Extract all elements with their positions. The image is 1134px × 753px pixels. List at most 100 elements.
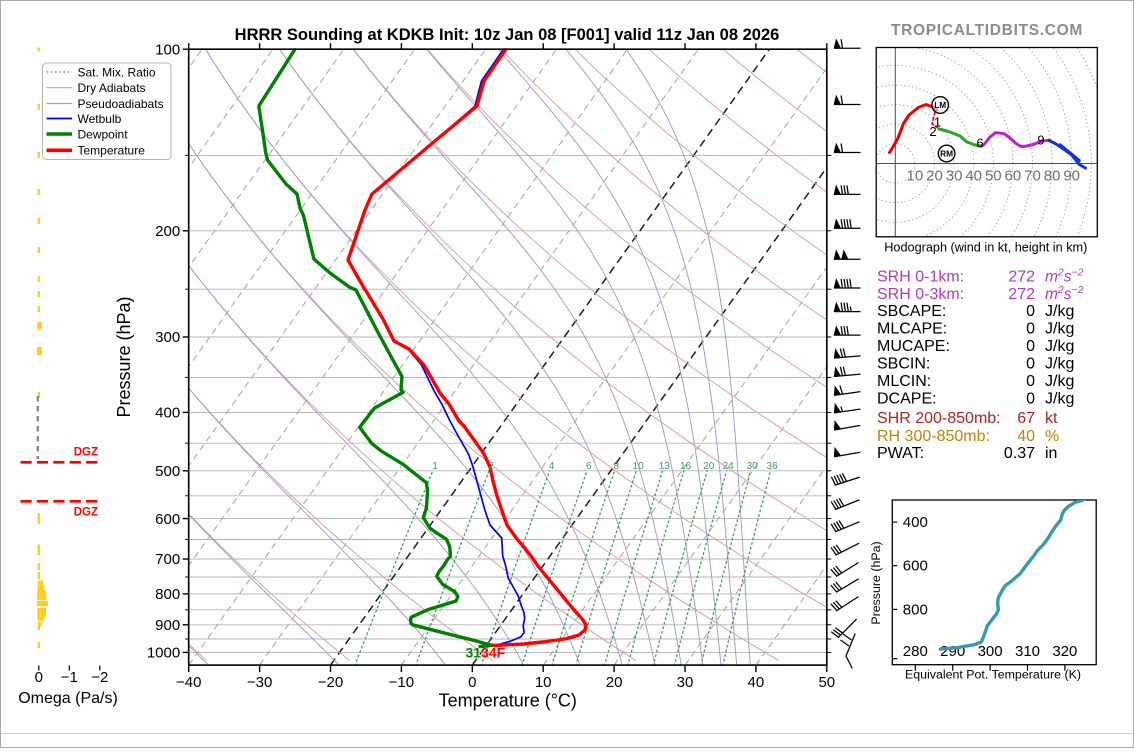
svg-text:J/kg: J/kg	[1045, 303, 1074, 320]
svg-text:36: 36	[767, 461, 779, 472]
svg-text:−2: −2	[91, 669, 108, 686]
svg-text:900: 900	[155, 617, 180, 634]
svg-text:8: 8	[613, 461, 619, 472]
svg-text:kt: kt	[1045, 410, 1058, 427]
svg-text:0: 0	[1026, 391, 1035, 408]
svg-text:2: 2	[929, 124, 936, 139]
svg-text:MLCAPE:: MLCAPE:	[877, 321, 947, 338]
svg-text:SRH 0-1km:: SRH 0-1km:	[877, 269, 964, 286]
svg-text:800: 800	[155, 586, 180, 603]
svg-text:20: 20	[926, 168, 943, 185]
svg-text:Pseudoadiabats: Pseudoadiabats	[78, 97, 164, 111]
svg-text:600: 600	[155, 511, 180, 528]
svg-text:40: 40	[1017, 428, 1035, 445]
svg-text:10: 10	[633, 461, 645, 472]
svg-text:Pressure (hPa): Pressure (hPa)	[869, 541, 883, 624]
svg-text:800: 800	[903, 601, 928, 618]
svg-text:90: 90	[1063, 168, 1080, 185]
svg-text:Temperature: Temperature	[78, 144, 146, 158]
svg-text:24: 24	[723, 461, 735, 472]
svg-text:0: 0	[468, 674, 476, 691]
svg-text:200: 200	[155, 223, 180, 240]
svg-text:4: 4	[549, 461, 555, 472]
svg-text:700: 700	[155, 551, 180, 568]
svg-text:1: 1	[432, 461, 438, 472]
svg-text:280: 280	[903, 643, 928, 660]
svg-text:2: 2	[488, 461, 494, 472]
svg-text:TROPICALTIDBITS.COM: TROPICALTIDBITS.COM	[891, 22, 1083, 39]
svg-text:400: 400	[903, 514, 928, 531]
svg-text:−40: −40	[176, 674, 201, 691]
svg-text:J/kg: J/kg	[1045, 373, 1074, 390]
svg-text:300: 300	[978, 643, 1003, 660]
svg-text:J/kg: J/kg	[1045, 338, 1074, 355]
svg-text:MUCAPE:: MUCAPE:	[877, 338, 950, 355]
svg-text:Sat. Mix. Ratio: Sat. Mix. Ratio	[78, 65, 156, 79]
svg-text:Pressure (hPa): Pressure (hPa)	[114, 296, 134, 417]
svg-text:Omega (Pa/s): Omega (Pa/s)	[18, 690, 118, 707]
svg-text:LM: LM	[934, 100, 946, 110]
svg-text:DCAPE:: DCAPE:	[877, 391, 937, 408]
svg-text:1000: 1000	[147, 645, 180, 662]
svg-text:J/kg: J/kg	[1045, 356, 1074, 373]
svg-text:−1: −1	[61, 669, 78, 686]
svg-text:Temperature (°C): Temperature (°C)	[439, 691, 577, 711]
svg-text:70: 70	[1024, 168, 1041, 185]
svg-text:320: 320	[1052, 643, 1077, 660]
svg-text:J/kg: J/kg	[1045, 321, 1074, 338]
svg-text:RH 300-850mb:: RH 300-850mb:	[877, 428, 990, 445]
svg-text:%: %	[1045, 428, 1059, 445]
svg-text:1: 1	[934, 115, 941, 130]
svg-text:0: 0	[1026, 373, 1035, 390]
svg-text:J/kg: J/kg	[1045, 391, 1074, 408]
svg-text:Wetbulb: Wetbulb	[78, 112, 122, 126]
svg-text:9: 9	[1037, 133, 1044, 148]
svg-text:6: 6	[976, 136, 983, 151]
svg-text:Hodograph (wind in kt, height: Hodograph (wind in kt, height in km)	[884, 241, 1087, 255]
svg-text:SRH 0-3km:: SRH 0-3km:	[877, 286, 964, 303]
svg-text:3134F: 3134F	[466, 645, 506, 661]
svg-text:310: 310	[1015, 643, 1040, 660]
svg-text:RM: RM	[940, 149, 953, 159]
svg-text:67: 67	[1017, 410, 1035, 427]
svg-text:0: 0	[1026, 321, 1035, 338]
svg-text:40: 40	[748, 674, 765, 691]
svg-text:HRRR Sounding at KDKB Init: 10: HRRR Sounding at KDKB Init: 10z Jan 08 […	[235, 26, 780, 44]
svg-text:30: 30	[677, 674, 694, 691]
svg-text:600: 600	[903, 558, 928, 575]
svg-text:60: 60	[1005, 168, 1022, 185]
svg-text:80: 80	[1044, 168, 1061, 185]
svg-text:−10: −10	[389, 674, 414, 691]
svg-text:30: 30	[946, 168, 963, 185]
svg-text:Dry Adiabats: Dry Adiabats	[78, 81, 146, 95]
svg-text:MLCIN:: MLCIN:	[877, 373, 931, 390]
svg-text:−30: −30	[247, 674, 272, 691]
svg-text:DGZ: DGZ	[74, 507, 98, 519]
svg-text:SBCIN:: SBCIN:	[877, 356, 930, 373]
svg-text:SBCAPE:: SBCAPE:	[877, 303, 946, 320]
svg-text:272: 272	[1008, 286, 1035, 303]
svg-text:DGZ: DGZ	[74, 447, 98, 459]
svg-text:20: 20	[703, 461, 715, 472]
svg-text:16: 16	[680, 461, 692, 472]
svg-text:13: 13	[659, 461, 671, 472]
svg-text:50: 50	[818, 674, 835, 691]
svg-text:−20: −20	[318, 674, 343, 691]
svg-text:6: 6	[586, 461, 592, 472]
svg-text:0: 0	[1026, 303, 1035, 320]
svg-text:300: 300	[155, 329, 180, 346]
svg-text:20: 20	[606, 674, 623, 691]
svg-text:10: 10	[907, 168, 924, 185]
svg-text:PWAT:: PWAT:	[877, 445, 924, 462]
svg-text:0.37: 0.37	[1004, 445, 1035, 462]
svg-text:40: 40	[965, 168, 982, 185]
svg-text:Dewpoint: Dewpoint	[78, 127, 129, 141]
svg-text:100: 100	[155, 41, 180, 58]
svg-text:30: 30	[747, 461, 759, 472]
svg-text:272: 272	[1008, 269, 1035, 286]
svg-text:0: 0	[35, 669, 43, 686]
svg-text:Equivalent Pot. Temperature (K: Equivalent Pot. Temperature (K)	[905, 668, 1081, 682]
svg-text:400: 400	[155, 405, 180, 422]
svg-text:10: 10	[535, 674, 552, 691]
svg-text:SHR 200-850mb:: SHR 200-850mb:	[877, 410, 1001, 427]
